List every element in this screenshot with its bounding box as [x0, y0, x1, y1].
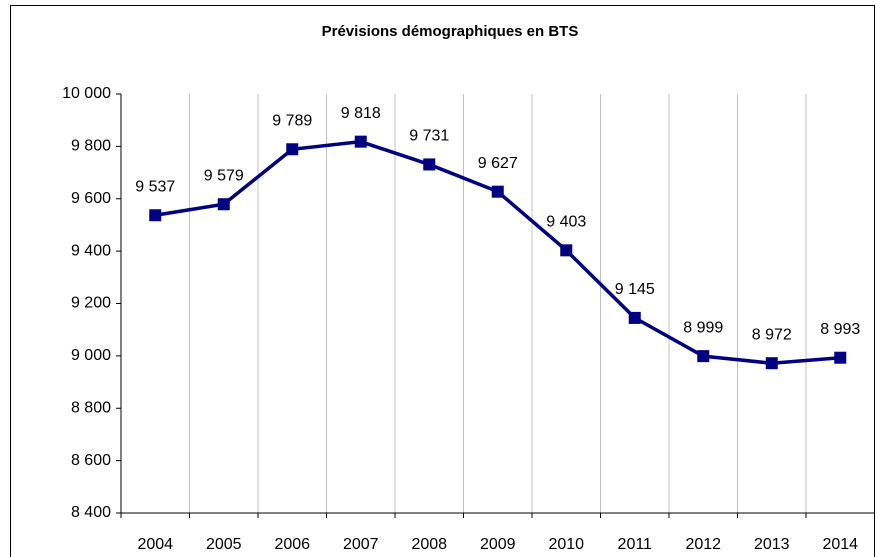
data-point — [697, 350, 710, 363]
x-tick-label: 2004 — [137, 536, 173, 553]
y-tick-label: 8 600 — [71, 452, 111, 469]
y-tick-label: 10 000 — [62, 85, 111, 102]
y-tick-label: 9 800 — [71, 138, 111, 155]
data-label: 9 537 — [135, 178, 175, 195]
chart-frame — [10, 5, 875, 557]
x-tick-label: 2012 — [685, 536, 721, 553]
data-label: 8 972 — [752, 326, 792, 343]
data-label: 9 731 — [409, 128, 449, 145]
x-tick-label: 2008 — [411, 536, 447, 553]
y-tick-label: 9 400 — [71, 242, 111, 259]
x-tick-label: 2013 — [754, 536, 790, 553]
x-tick-label: 2009 — [480, 536, 516, 553]
data-point — [423, 158, 436, 171]
data-point — [354, 135, 367, 148]
x-tick-label: 2005 — [206, 536, 242, 553]
data-point — [217, 198, 230, 211]
data-label: 9 579 — [204, 167, 244, 184]
data-label: 9 818 — [341, 105, 381, 122]
data-label: 8 993 — [820, 321, 860, 338]
data-point — [491, 185, 504, 198]
y-tick-label: 9 000 — [71, 347, 111, 364]
data-point — [286, 143, 299, 156]
data-label: 9 145 — [615, 281, 655, 298]
y-tick-label: 8 800 — [71, 399, 111, 416]
y-tick-label: 9 600 — [71, 190, 111, 207]
data-point — [834, 351, 847, 364]
data-point — [149, 209, 162, 222]
data-point — [560, 244, 573, 257]
y-tick-label: 8 400 — [71, 504, 111, 521]
x-tick-label: 2014 — [822, 536, 858, 553]
x-tick-label: 2007 — [343, 536, 379, 553]
data-label: 9 403 — [546, 214, 586, 231]
y-tick-label: 9 200 — [71, 295, 111, 312]
data-point — [628, 311, 641, 324]
data-label: 8 999 — [683, 319, 723, 336]
data-label: 9 789 — [272, 112, 312, 129]
data-label: 9 627 — [478, 155, 518, 172]
chart-title: Prévisions démographiques en BTS — [322, 23, 579, 40]
data-point — [765, 357, 778, 370]
x-tick-label: 2006 — [274, 536, 310, 553]
x-tick-label: 2011 — [618, 536, 653, 553]
x-tick-label: 2010 — [548, 536, 584, 553]
